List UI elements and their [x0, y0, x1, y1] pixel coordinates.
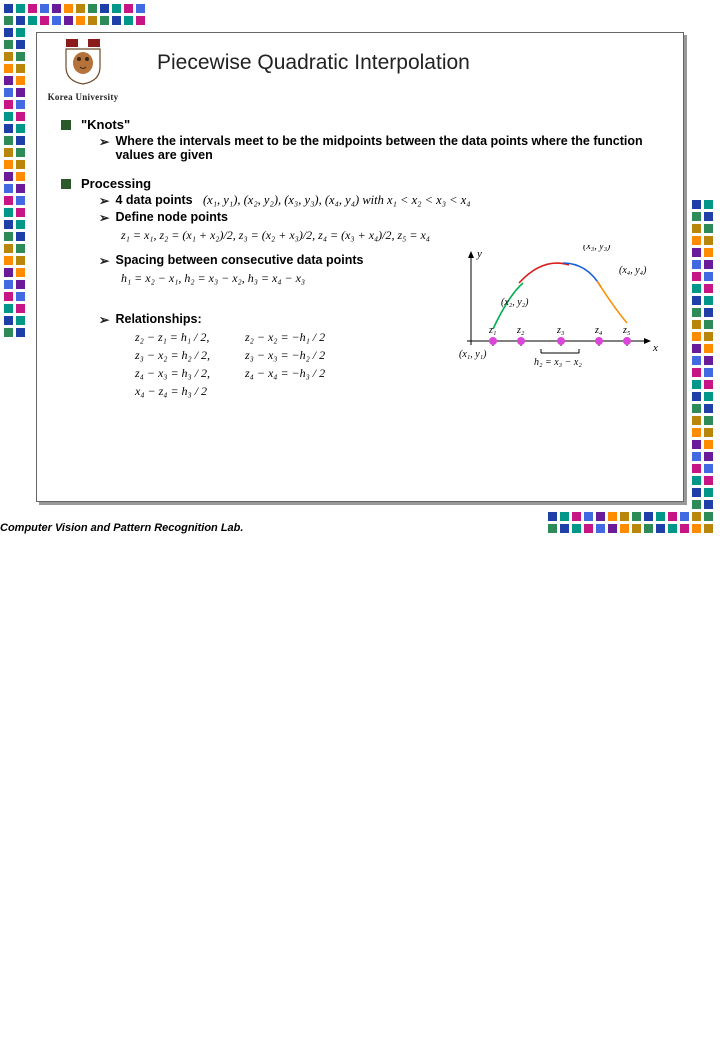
- bullet-4points: ➢ 4 data points (x₁, y₁), (x₂, y₂), (x₃,…: [99, 193, 665, 208]
- arrow-bullet-icon: ➢: [99, 193, 109, 208]
- relationship-cell: z₄ − x₄ = −h₃ / 2: [245, 366, 355, 381]
- svg-text:z₄: z₄: [594, 325, 603, 336]
- interpolation-diagram: y x z₁ z₂ z₃ z₄ z₅ h₂ = x₃ − x₂ (x₁, y₁) (x₂, y₂)…: [423, 245, 661, 375]
- relationship-cell: z₄ − x₃ = h₃ / 2,: [135, 366, 245, 381]
- bullet-define-nodes: ➢ Define node points: [99, 210, 665, 225]
- knots-def-text: Where the intervals meet to be the midpo…: [115, 134, 665, 162]
- arrow-bullet-icon: ➢: [99, 253, 109, 268]
- relationships-label: Relationships:: [115, 312, 201, 326]
- svg-text:(x₁, y₁): (x₁, y₁): [459, 349, 487, 360]
- university-logo: Korea University: [45, 37, 121, 102]
- four-points-math: (x₁, y₁), (x₂, y₂), (x₃, y₃), (x₄, y₄) w…: [203, 193, 471, 207]
- relationship-cell: z₃ − x₂ = h₂ / 2,: [135, 348, 245, 363]
- relationship-cell: z₂ − z₁ = h₁ / 2,: [135, 330, 245, 345]
- spacing-label: Spacing between consecutive data points: [115, 253, 363, 267]
- processing-heading: Processing: [81, 176, 151, 191]
- square-bullet-icon: [61, 179, 71, 189]
- slide-title: Piecewise Quadratic Interpolation: [157, 51, 470, 75]
- svg-text:z₅: z₅: [622, 325, 631, 336]
- nodes-math: z₁ = x₁, z₂ = (x₁ + x₂)/2, z₃ = (x₂ + x₃…: [121, 228, 665, 243]
- relationship-cell: z₃ − x₃ = −h₂ / 2: [245, 348, 355, 363]
- svg-text:h₂ = x₃ − x₂: h₂ = x₃ − x₂: [534, 357, 582, 368]
- relationship-cell: x₄ − z₄ = h₃ / 2: [135, 384, 245, 399]
- arrow-bullet-icon: ➢: [99, 312, 109, 327]
- slide-content: "Knots" ➢ Where the intervals meet to be…: [61, 111, 665, 399]
- svg-text:y: y: [476, 248, 482, 260]
- svg-text:x: x: [652, 342, 658, 354]
- svg-text:(x₃, y₃): (x₃, y₃): [583, 245, 611, 252]
- four-points-label: 4 data points: [115, 193, 192, 207]
- arrow-bullet-icon: ➢: [99, 134, 109, 149]
- knots-heading: "Knots": [81, 117, 130, 132]
- footer-lab: Computer Vision and Pattern Recognition …: [0, 522, 243, 534]
- deco-bottom-right: [548, 512, 720, 1052]
- svg-text:(x₂, y₂): (x₂, y₂): [501, 297, 529, 308]
- arrow-bullet-icon: ➢: [99, 210, 109, 225]
- relationship-cell: [245, 384, 355, 399]
- crest-icon: [62, 37, 104, 85]
- square-bullet-icon: [61, 120, 71, 130]
- svg-text:z₂: z₂: [516, 325, 525, 336]
- svg-text:z₃: z₃: [556, 325, 565, 336]
- define-nodes-label: Define node points: [115, 210, 228, 224]
- logo-text: Korea University: [45, 92, 121, 102]
- relationship-cell: z₂ − x₂ = −h₁ / 2: [245, 330, 355, 345]
- bullet-knots-def: ➢ Where the intervals meet to be the mid…: [99, 134, 665, 162]
- bullet-knots: "Knots": [61, 117, 665, 132]
- svg-text:(x₄, y₄): (x₄, y₄): [619, 265, 647, 276]
- svg-text:z₁: z₁: [488, 325, 496, 336]
- bullet-processing: Processing: [61, 176, 665, 191]
- slide-frame: Korea University Piecewise Quadratic Int…: [36, 32, 684, 502]
